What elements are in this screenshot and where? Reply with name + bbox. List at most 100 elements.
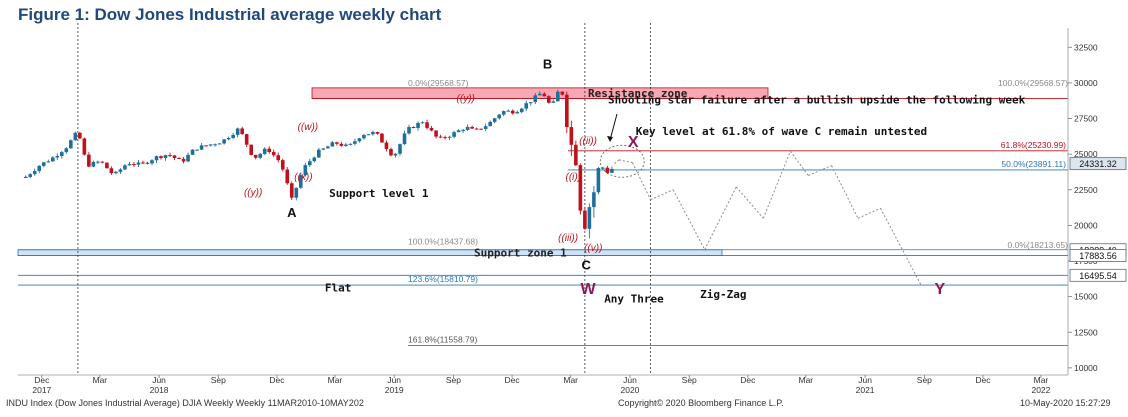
candle-body-78 [375, 132, 380, 134]
x-year-label-0: 2017 [32, 385, 51, 395]
x-month-label-15: Sep [917, 375, 932, 385]
candle-body-123 [578, 165, 583, 211]
candle-body-17 [100, 161, 105, 163]
candle-body-31 [163, 155, 168, 159]
price-tag-label-0: 24331.32 [1079, 159, 1117, 169]
y-tick-label-4: 22500 [1074, 185, 1098, 195]
fib-label-6: 123.6%(15810.79) [408, 274, 478, 284]
x-month-label-13: Mar [799, 375, 814, 385]
projection-segment-13 [880, 208, 922, 286]
annotation-4: Flat [325, 282, 352, 295]
candle-body-14 [87, 154, 91, 167]
candle-body-23 [127, 164, 132, 166]
y-tick-label-8: 12500 [1074, 327, 1098, 337]
candle-body-50 [249, 144, 253, 155]
projection-segment-9 [789, 150, 809, 176]
annotation-5: Zig-Zag [700, 288, 746, 301]
fib-label-7: 161.8%(11558.79) [408, 335, 477, 345]
candle-body-109 [515, 112, 520, 114]
candle-body-6 [50, 157, 55, 162]
candle-body-9 [64, 148, 69, 153]
annotation-3: Any Three [604, 292, 664, 305]
candle-body-90 [429, 127, 434, 131]
y-tick-label-1: 30000 [1074, 78, 1098, 88]
candle-body-89 [425, 122, 429, 128]
candle-body-87 [416, 122, 420, 129]
candle-body-13 [82, 138, 87, 155]
candle-body-51 [253, 154, 258, 158]
candle-body-124 [583, 210, 587, 229]
projection-segment-6 [704, 186, 737, 250]
candle-body-47 [235, 128, 240, 135]
candle-body-35 [181, 158, 186, 162]
candle-body-110 [519, 108, 524, 113]
candle-body-30 [159, 156, 163, 159]
pivot-label-a: A [287, 205, 297, 220]
projection-segment-12 [857, 207, 881, 219]
fib-levels-layer: 0.0%(29568.57) 100.0%(29568.57) 61.8%(2523… [18, 78, 1069, 347]
candle-body-33 [172, 155, 177, 158]
candle-body-95 [452, 132, 456, 137]
candle-body-97 [461, 129, 465, 131]
candle-body-122 [574, 144, 578, 166]
candle-body-84 [402, 133, 407, 145]
x-month-label-7: Sep [446, 375, 461, 385]
shooting-star-arrowhead [607, 136, 613, 142]
candle-body-36 [186, 154, 190, 162]
candle-body-112 [528, 102, 533, 104]
candle-body-28 [150, 160, 154, 164]
candle-body-118 [556, 91, 560, 102]
y-tick-label-3: 25000 [1074, 149, 1098, 159]
candle-body-20 [114, 171, 118, 174]
price-tag-label-3: 16495.54 [1079, 271, 1117, 281]
price-tag-label-2: 17883.56 [1079, 251, 1117, 261]
x-month-label-8: Dec [505, 375, 521, 385]
fib-label-1: 100.0%(29568.57) [998, 78, 1068, 88]
candle-body-111 [524, 103, 529, 109]
axes-layer: 3250030000275002500022500200001750015000… [18, 28, 1127, 395]
candle-body-48 [240, 128, 244, 135]
x-month-label-12: Dec [740, 375, 756, 385]
candle-body-129 [605, 167, 610, 173]
projection-segment-8 [762, 151, 791, 219]
candle-body-49 [244, 134, 249, 145]
candle-body-67 [326, 146, 330, 149]
x-month-label-14: Jun [858, 375, 872, 385]
fib-label-5: 0.0%(18213.65) [1008, 240, 1069, 250]
candle-body-10 [69, 140, 73, 149]
y-tick-label-0: 32500 [1074, 42, 1098, 52]
candle-body-106 [501, 111, 506, 115]
candle-body-86 [411, 127, 416, 129]
candle-body-40 [204, 145, 208, 147]
projection-layer [599, 144, 922, 286]
candle-body-68 [330, 142, 335, 147]
x-year-label-10: 2020 [621, 385, 640, 395]
candle-body-80 [384, 142, 389, 149]
candle-body-60 [294, 187, 299, 198]
candle-body-116 [546, 96, 551, 103]
footer-timestamp: 10-May-2020 15:27:29 [1020, 398, 1111, 408]
x-month-label-6: Jun [387, 375, 401, 385]
candle-body-64 [312, 157, 317, 162]
candle-body-98 [465, 126, 470, 130]
candle-body-93 [443, 137, 447, 139]
candle-body-65 [317, 149, 321, 158]
wave-label-6: ((iii)) [558, 233, 578, 244]
candle-body-71 [344, 144, 348, 146]
candle-body-34 [177, 157, 181, 159]
candle-body-73 [353, 141, 357, 144]
candle-body-107 [506, 110, 511, 112]
candle-body-43 [217, 143, 222, 145]
x-month-label-5: Mar [328, 375, 343, 385]
candle-body-45 [226, 137, 231, 140]
annotation-0: Shooting star failure after a bullish up… [608, 94, 1026, 107]
x-month-label-1: Mar [92, 375, 107, 385]
candle-body-38 [195, 149, 199, 151]
candle-body-19 [109, 168, 114, 174]
projection-segment-10 [808, 165, 832, 176]
wave-label-1: ((x)) [294, 172, 312, 183]
zones-layer [17, 87, 1068, 256]
candle-body-63 [308, 161, 312, 166]
wave-w-label: W [581, 281, 597, 298]
candle-body-127 [596, 168, 601, 193]
